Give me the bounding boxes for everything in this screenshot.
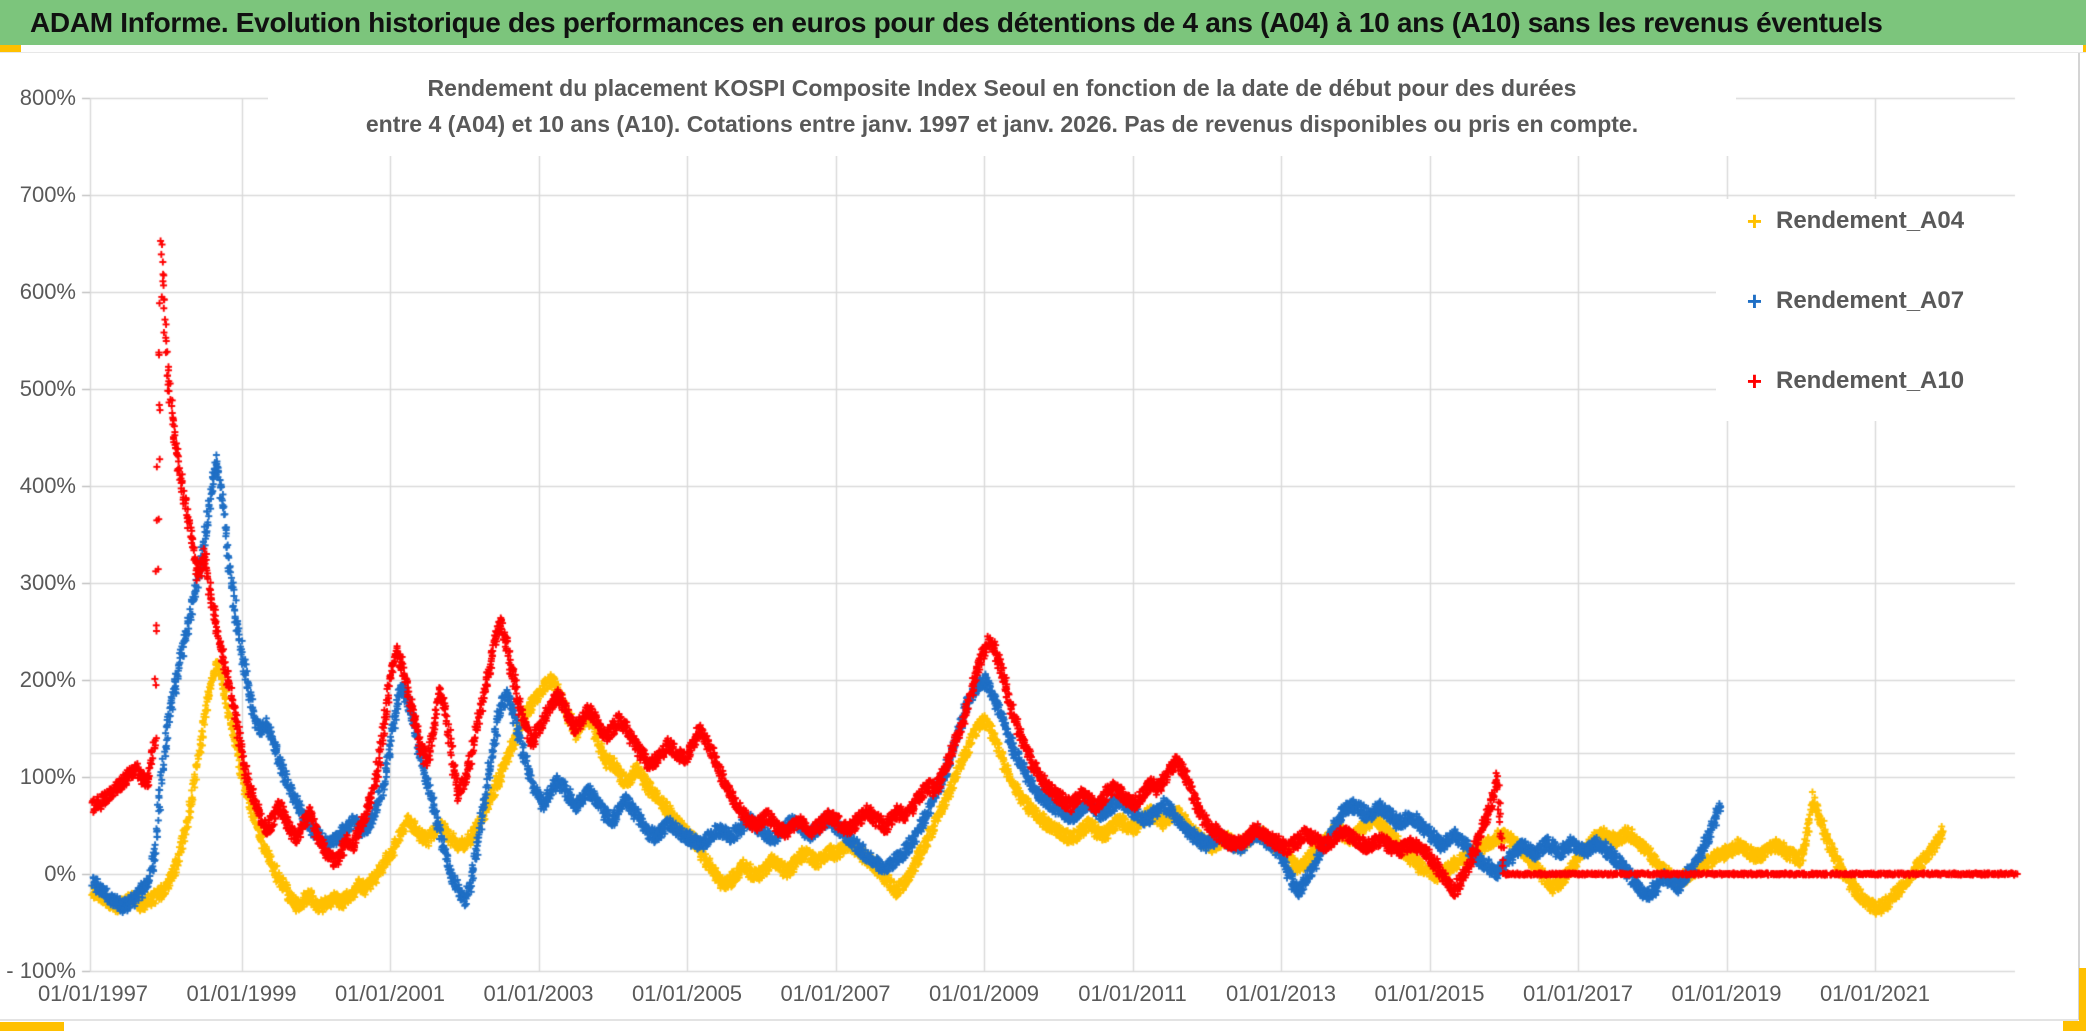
x-axis-tick-label: 01/01/2007 <box>780 981 891 1006</box>
x-axis-tick-label: 01/01/2011 <box>1078 981 1187 1006</box>
y-axis-tick-label: 800% <box>19 85 76 110</box>
x-axis-tick-label: 01/01/2015 <box>1374 981 1485 1006</box>
chart-title-line1: Rendement du placement KOSPI Composite I… <box>427 75 1577 101</box>
y-axis-tick-label: 0% <box>44 861 76 886</box>
plus-marker-icon: + <box>1746 206 1762 236</box>
chart-title-block: Rendement du placement KOSPI Composite I… <box>268 60 1736 156</box>
y-axis-tick-label: 400% <box>19 473 76 498</box>
sheet-accent-bottom-left <box>0 1022 64 1031</box>
chart-right-border <box>2078 51 2080 1020</box>
plus-marker-icon: + <box>1746 286 1762 316</box>
y-axis-tick-label: 600% <box>19 279 76 304</box>
chart-legend: + Rendement_A04 + Rendement_A07 + Rendement_A… <box>1716 199 2016 421</box>
legend-label: Rendement_A04 <box>1776 207 1965 234</box>
chart-bottom-border <box>0 1019 2078 1021</box>
x-axis-tick-label: 01/01/2005 <box>631 981 743 1006</box>
x-axis-tick-label: 01/01/1997 <box>37 981 149 1006</box>
legend-label: Rendement_A07 <box>1776 287 1965 314</box>
sheet-accent-top-right <box>2083 45 2086 52</box>
y-axis-tick-label: 700% <box>19 182 76 207</box>
x-axis-tick-label: 01/01/2017 <box>1522 981 1634 1006</box>
chart-title-line2: entre 4 (A04) et 10 ans (A10). Cotations… <box>365 111 1639 137</box>
legend-item-rendement_a07[interactable]: + Rendement_A07 <box>1716 281 2016 321</box>
y-axis-tick-label: 300% <box>19 570 76 595</box>
plus-marker-icon: + <box>1746 366 1762 396</box>
sheet-accent-top-left <box>0 45 21 52</box>
y-axis-tick-label: 100% <box>19 764 76 789</box>
y-axis-tick-label: - 100% <box>6 958 76 983</box>
x-axis-tick-label: 01/01/2019 <box>1671 981 1782 1006</box>
y-axis-tick-label: 200% <box>19 667 76 692</box>
header-bar: ADAM Informe. Evolution historique des p… <box>0 0 2086 45</box>
legend-item-rendement_a10[interactable]: + Rendement_A10 <box>1716 361 2016 401</box>
x-axis-tick-label: 01/01/2013 <box>1225 981 1337 1006</box>
sheet-accent-right-strip <box>2079 968 2086 1031</box>
legend-label: Rendement_A10 <box>1776 367 1965 394</box>
legend-item-rendement_a04[interactable]: + Rendement_A04 <box>1716 201 2016 241</box>
x-axis-tick-label: 01/01/1999 <box>186 981 297 1006</box>
x-axis-tick-label: 01/01/2009 <box>928 981 1040 1006</box>
x-axis-tick-label: 01/01/2003 <box>483 981 594 1006</box>
x-axis-tick-label: 01/01/2021 <box>1819 981 1931 1006</box>
page-title: ADAM Informe. Evolution historique des p… <box>30 6 1883 38</box>
sheet-accent-bottom-right <box>2063 1021 2086 1031</box>
header-substrip <box>0 45 2086 53</box>
x-axis-tick-label: 01/01/2001 <box>334 981 446 1006</box>
y-axis-tick-label: 500% <box>19 376 76 401</box>
